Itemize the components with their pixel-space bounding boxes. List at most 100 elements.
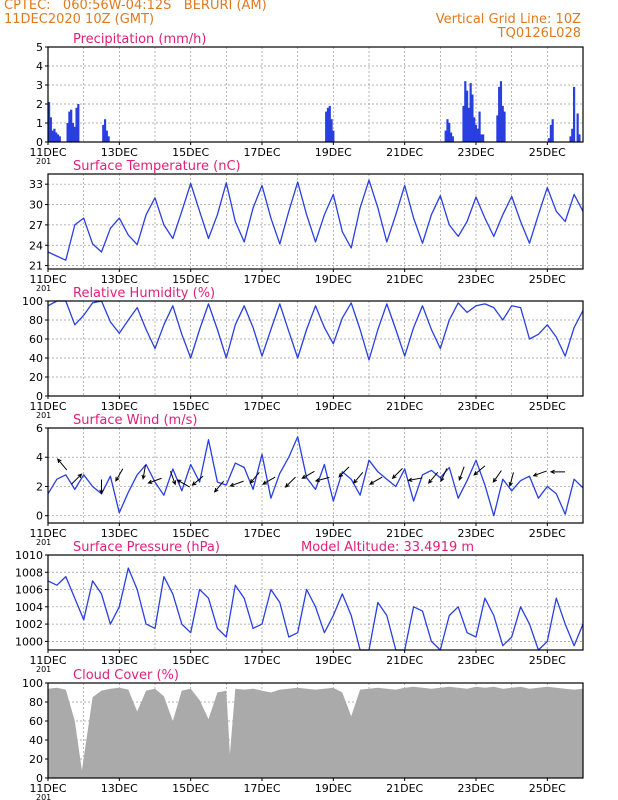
rh-xtick-label: 19DEC [315,400,352,413]
wind-title: Surface Wind (m/s) [73,413,197,428]
precip-bar [71,123,75,142]
precip-bar [501,105,504,142]
rh-xtick-label: 15DEC [172,400,209,413]
wind-xtick-label: 23DEC [457,527,494,540]
pressure-title: Surface Pressure (hPa) [73,540,220,555]
precip-xtick-label: 19DEC [315,146,352,159]
rh-xtick-label: 21DEC [386,400,423,413]
precip-xtick-label: 11DEC [29,146,66,159]
cloud-area [48,686,583,778]
wind-arrow [407,477,423,482]
precip-ytick-label: 5 [36,41,43,54]
cloud-xtick-label: 21DEC [386,782,423,795]
precip-bar [326,107,330,142]
precip-bar [448,123,451,142]
wind-year-stub: 201 [36,538,51,547]
temp-xtick-label: 19DEC [315,273,352,286]
precip-bar [328,105,331,142]
precip-bar [469,83,472,142]
precip-bar [103,119,107,142]
wind-arrow [549,469,566,475]
precip-bar [73,126,76,142]
wind-arrow [427,472,439,484]
cloud-ytick-label: 100 [22,677,43,690]
precip-bar [571,128,574,142]
cloud-ytick-label: 20 [29,753,43,766]
precip-bar [572,86,576,142]
precip-bar [496,115,499,142]
precip-ytick-label: 0 [36,136,43,149]
precip-bar [548,138,551,142]
precip-bar [578,134,581,142]
precip-bar [498,86,501,142]
precip-bar [446,119,449,142]
cloud-year-stub: 201 [36,793,51,800]
pressure-xtick-label: 13DEC [101,654,138,667]
header-run-time: 11DEC2020 10Z (GMT) [4,12,155,27]
cloud-title: Cloud Cover (%) [73,668,179,683]
precip-bar [471,94,474,142]
cloud-ytick-label: 40 [29,734,43,747]
precip-bar [467,107,470,142]
pressure-series-line [47,567,584,651]
temp-xtick-label: 11DEC [29,273,66,286]
pressure-ytick-label: 1002 [15,618,43,631]
wind-ytick-label: 2 [36,480,43,493]
precip-year-stub: 201 [36,157,51,166]
wind-arrow [176,479,190,488]
precip-bar [58,136,61,142]
wind-frame [47,427,584,524]
cloud-xtick-label: 19DEC [315,782,352,795]
pressure-xtick-label: 25DEC [529,654,566,667]
precip-bar [325,111,328,142]
cloud-ytick-label: 60 [29,715,43,728]
wind-arrow [532,470,547,477]
temp-xtick-label: 15DEC [172,273,209,286]
temp-ytick-label: 30 [29,199,43,212]
pressure-ytick-label: 1010 [15,549,43,562]
wind-ytick-label: 6 [36,422,43,435]
precip-ytick-label: 2 [36,98,43,111]
temp-series-line [47,179,584,261]
wind-arrow [115,468,124,482]
precip-ytick-label: 1 [36,117,43,130]
wind-xtick-label: 11DEC [29,527,66,540]
precip-frame [47,46,584,143]
pressure-xtick-label: 17DEC [243,654,280,667]
wind-arrow [314,476,330,483]
wind-arrow [262,476,276,485]
pressure-ytick-label: 1008 [15,566,43,579]
cloud-xtick-label: 11DEC [29,782,66,795]
precip-bar [444,130,447,142]
rh-xtick-label: 13DEC [101,400,138,413]
temp-xtick-label: 25DEC [529,273,566,286]
temp-ytick-label: 24 [29,239,43,252]
pressure-year-stub: 201 [36,665,51,674]
precip-bar [480,134,483,142]
rh-xtick-label: 23DEC [457,400,494,413]
pressure-ytick-label: 1006 [15,584,43,597]
precip-bar [105,130,108,142]
precip-bar [47,102,51,142]
precip-bar [451,136,454,142]
pressure-annotation: Model Altitude: 33.4919 m [301,540,474,555]
wind-arrow [141,464,147,480]
wind-arrow [284,476,296,488]
temp-xtick-label: 23DEC [457,273,494,286]
header-run-code: TQ0126L028 [497,26,581,41]
precip-bar [476,128,479,142]
precip-ytick-label: 4 [36,60,43,73]
precip-bar [464,81,467,142]
wind-arrow [492,470,502,483]
pressure-ytick-label: 1004 [15,601,43,614]
precip-title: Precipitation (mm/h) [73,32,206,47]
rh-ytick-label: 20 [29,371,43,384]
precip-bar [549,124,552,142]
temp-ytick-label: 21 [29,260,43,273]
cloud-ytick-label: 80 [29,696,43,709]
pressure-xtick-label: 11DEC [29,654,66,667]
precip-bar [75,107,78,142]
precip-bar [449,132,453,142]
precip-bar [499,81,503,142]
pressure-xtick-label: 15DEC [172,654,209,667]
